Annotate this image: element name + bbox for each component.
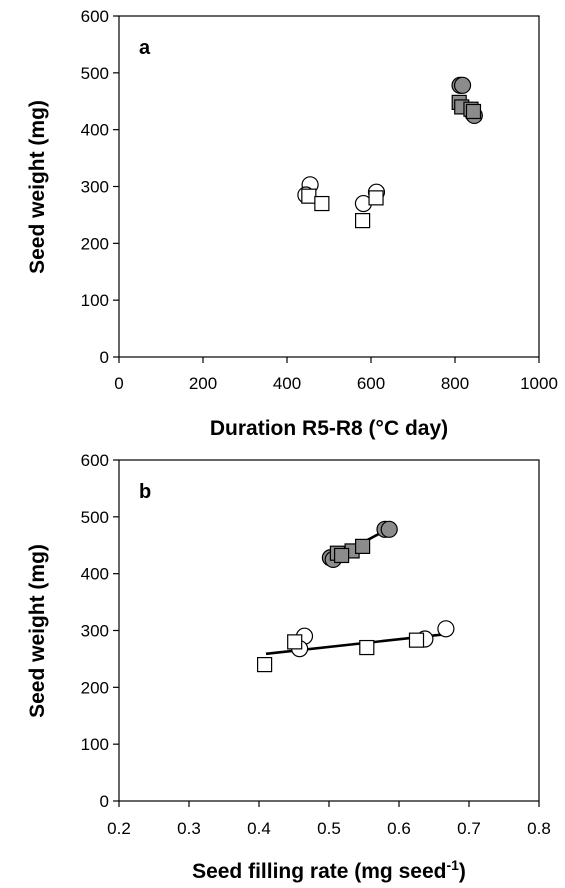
chart-a-y-tick-label: 0 <box>100 348 109 367</box>
chart-b-panel-label: b <box>139 481 151 503</box>
chart-b-x-tick-label: 0.3 <box>177 819 201 838</box>
chart-a-x-axis-title: Duration R5-R8 (°C day) <box>210 417 448 440</box>
chart-a-y-tick-label: 200 <box>81 234 109 253</box>
chart-a-x-tick-label: 400 <box>273 374 301 393</box>
chart-a-y-axis-title: Seed weight (mg) <box>26 100 49 274</box>
chart-a-x-tick-label: 0 <box>114 374 123 393</box>
chart-a-open-square-point <box>368 190 384 206</box>
chart-b-x-axis-title-suffix: ) <box>459 860 466 883</box>
chart-b-plot-frame <box>118 459 540 802</box>
chart-b-x-tick-label: 0.5 <box>317 819 341 838</box>
chart-b-y-axis-title: Seed weight (mg) <box>26 544 49 718</box>
chart-a-y-tick-label: 100 <box>81 291 109 310</box>
chart-a-gray-circle-point <box>453 76 472 94</box>
chart-a-gray-square-point <box>465 103 482 120</box>
chart-b-x-axis-title: Seed filling rate (mg seed-1) <box>192 857 466 883</box>
chart-a-y-tick-label: 500 <box>81 64 109 83</box>
chart-b-x-tick-label: 0.6 <box>387 819 411 838</box>
chart-b-open-square-point <box>287 634 303 650</box>
chart-panel-a: 0 100 200 300 400 500 600 0 200 400 600 800 1000 a See… <box>26 7 558 440</box>
chart-a-x-tick-label: 600 <box>357 374 385 393</box>
chart-b-x-axis-title-superscript: -1 <box>446 857 459 873</box>
chart-b-y-tick-label: 500 <box>81 508 109 527</box>
chart-a-open-square-point <box>301 188 317 204</box>
chart-a-open-square-point <box>314 195 330 212</box>
chart-panel-b: 0 100 200 300 400 500 600 0.2 0.3 0.4 0.5 0.6 0.7 0.8… <box>26 451 551 883</box>
chart-a-x-tick-label: 200 <box>189 374 217 393</box>
chart-a-x-tick-label: 1000 <box>520 374 558 393</box>
chart-a-plot-frame <box>118 15 540 358</box>
chart-b-y-tick-label: 0 <box>100 792 109 811</box>
chart-a-y-tick-label: 400 <box>81 121 109 140</box>
chart-b-gray-square-point <box>334 547 350 564</box>
chart-b-open-square-point <box>359 639 375 656</box>
chart-b-open-square-point <box>257 656 273 673</box>
chart-a-x-axis-title-main: Duration R5-R8 (°C day) <box>210 417 448 440</box>
chart-a-y-tick-label: 300 <box>81 178 109 197</box>
chart-a-panel-label: a <box>139 37 151 59</box>
chart-b-gray-square-point <box>355 538 371 554</box>
chart-b-open-circle-point <box>437 620 455 638</box>
chart-b-x-tick-label: 0.4 <box>247 819 271 838</box>
chart-a-y-tick-label: 600 <box>81 7 109 26</box>
chart-b-y-tick-label: 600 <box>81 451 109 470</box>
chart-b-x-tick-label: 0.8 <box>527 819 551 838</box>
chart-b-open-square-point <box>408 632 425 648</box>
chart-b-x-tick-label: 0.2 <box>107 819 131 838</box>
chart-b-x-axis-title-main: Seed filling rate (mg seed <box>192 860 446 883</box>
chart-b-y-tick-label: 300 <box>81 622 109 641</box>
chart-b-y-tick-label: 200 <box>81 678 109 697</box>
chart-b-x-tick-label: 0.7 <box>457 819 481 838</box>
chart-b-y-tick-label: 400 <box>81 565 109 584</box>
chart-a-open-square-point <box>355 213 371 229</box>
chart-b-gray-circle-point <box>380 520 398 538</box>
chart-a-x-tick-label: 800 <box>441 374 469 393</box>
chart-b-y-tick-label: 100 <box>81 735 109 754</box>
